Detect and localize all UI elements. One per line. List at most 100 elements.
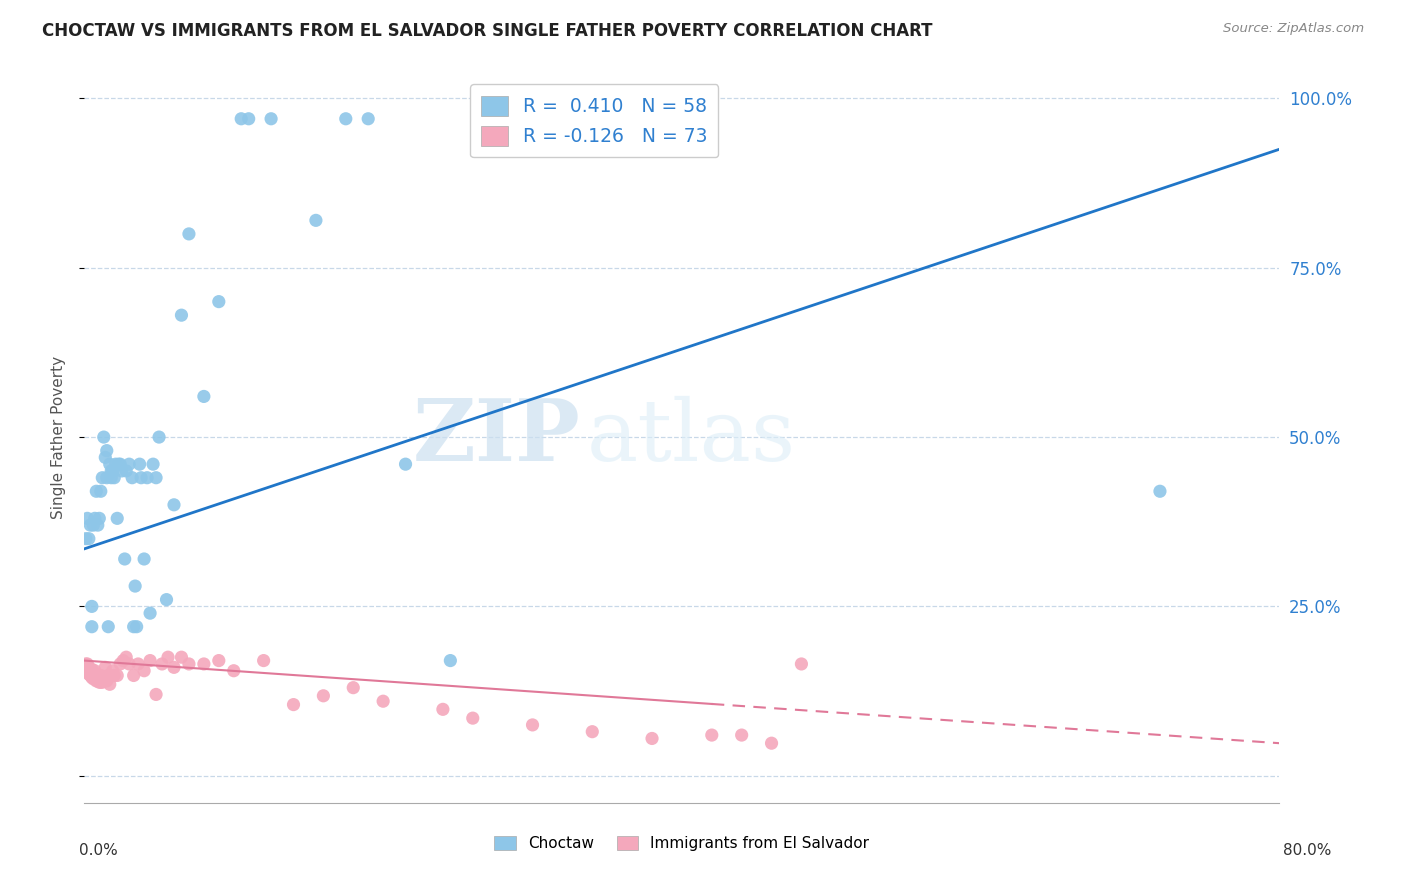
Point [124,579,146,593]
Point [394,457,416,471]
Point [432,702,454,716]
Point [342,681,364,695]
Point [122,668,145,682]
Point [522,718,544,732]
Point [79,668,101,682]
Point [100,471,122,485]
Point [83,672,105,686]
Point [93,671,115,685]
Point [87,671,110,685]
Point [222,664,245,678]
Point [127,657,149,671]
Point [136,471,159,485]
Point [731,728,754,742]
Point [128,457,150,471]
Point [157,650,180,665]
Point [193,657,215,671]
Point [86,667,108,681]
Point [312,689,335,703]
Point [89,675,111,690]
Point [100,464,122,478]
Text: atlas: atlas [586,395,796,479]
Point [118,457,141,471]
Point [79,662,101,676]
Point [790,657,813,671]
Point [82,672,104,686]
Point [163,660,186,674]
Point [125,620,148,634]
Point [86,671,108,685]
Point [439,654,461,668]
Point [97,668,120,682]
Point [94,450,117,465]
Point [641,731,664,746]
Point [83,668,105,682]
Point [231,112,253,126]
Point [96,673,118,688]
Point [83,511,105,525]
Point [75,660,97,674]
Point [80,668,103,682]
Point [373,694,395,708]
Point [75,664,97,678]
Point [98,457,121,471]
Point [260,112,283,126]
Point [170,308,193,322]
Point [89,672,111,686]
Point [97,620,120,634]
Point [77,660,100,674]
Point [94,660,117,674]
Point [77,664,100,678]
Point [114,552,136,566]
Point [357,112,380,126]
Point [155,592,177,607]
Point [76,660,98,674]
Point [193,389,215,403]
Point [80,620,103,634]
Point [86,484,108,499]
Point [86,673,108,688]
Point [91,471,114,485]
Point [76,664,98,678]
Text: 0.0%: 0.0% [79,843,118,858]
Y-axis label: Single Father Poverty: Single Father Poverty [51,356,66,518]
Text: 80.0%: 80.0% [1284,843,1331,858]
Point [87,518,110,533]
Point [581,724,603,739]
Point [110,457,132,471]
Point [90,675,112,690]
Point [80,662,103,676]
Point [104,457,127,471]
Point [105,511,128,525]
Text: ZIP: ZIP [412,395,581,479]
Point [82,669,104,683]
Point [75,657,97,671]
Point [129,471,152,485]
Point [101,664,124,678]
Point [89,511,111,525]
Point [75,532,97,546]
Point [93,673,115,688]
Point [87,673,110,688]
Point [103,471,125,485]
Point [96,471,118,485]
Point [208,654,231,668]
Point [82,518,104,533]
Point [79,665,101,680]
Point [139,606,162,620]
Point [105,668,128,682]
Point [145,471,167,485]
Point [335,112,357,126]
Point [305,213,328,227]
Point [76,657,98,671]
Point [98,677,121,691]
Point [90,484,112,499]
Point [118,657,141,671]
Point [77,532,100,546]
Point [115,464,138,478]
Point [110,657,132,671]
Point [148,430,170,444]
Point [111,464,134,478]
Point [101,464,124,478]
Point [177,657,200,671]
